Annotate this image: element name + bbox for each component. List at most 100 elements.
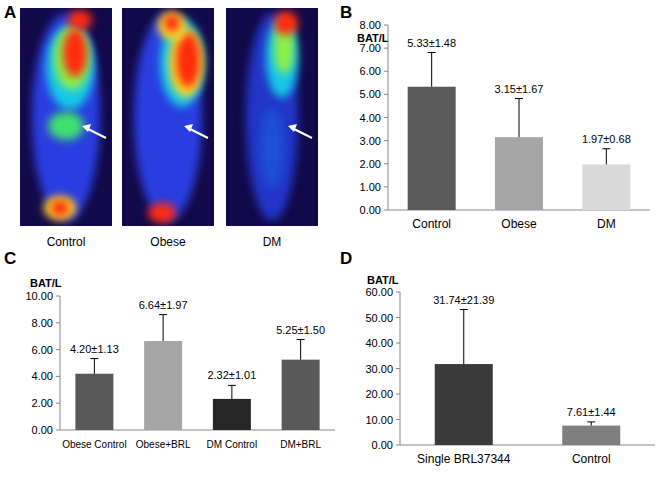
y-tick	[396, 317, 400, 318]
error-bar	[297, 340, 305, 360]
panel-label: B	[340, 3, 352, 22]
category-label: Obese Control	[62, 439, 126, 450]
bar	[495, 137, 543, 210]
y-tick	[384, 25, 388, 26]
uptake-blob	[32, 13, 100, 221]
category-label: Control	[572, 452, 611, 466]
y-tick-label: 8.00	[32, 317, 53, 329]
y-tick	[384, 186, 388, 187]
y-axis	[60, 296, 61, 430]
data-label: 3.15±1.67	[495, 83, 544, 95]
arrow	[86, 128, 106, 138]
error-stem	[463, 310, 464, 365]
y-tick	[384, 210, 388, 211]
bar	[435, 364, 493, 445]
uptake-blob	[63, 29, 87, 77]
y-tick	[384, 48, 388, 49]
category-label: DM+BRL	[280, 439, 321, 450]
y-tick	[384, 140, 388, 141]
y-tick	[384, 94, 388, 95]
error-bar	[460, 310, 468, 365]
y-tick	[56, 403, 60, 404]
uptake-blob	[44, 196, 76, 220]
bar	[582, 164, 630, 210]
y-tick	[384, 71, 388, 72]
y-tick	[396, 445, 400, 446]
y-axis-label: BAT/L	[30, 277, 62, 289]
bar	[144, 341, 182, 430]
uptake-blob	[48, 112, 84, 140]
image-background	[20, 8, 112, 226]
y-axis-label: BAT/L	[367, 274, 399, 286]
y-tick-label: 20.00	[365, 388, 393, 400]
error-cap	[460, 309, 468, 310]
y-tick-label: 30.00	[365, 363, 393, 375]
category-label: Control	[412, 217, 451, 231]
y-tick-label: 0.00	[372, 439, 393, 451]
y-tick-label: 6.00	[32, 344, 53, 356]
y-tick-label: 0.00	[32, 424, 53, 436]
image-content	[226, 8, 318, 226]
error-bar	[90, 359, 98, 374]
error-bar	[602, 149, 610, 165]
arrow-head	[288, 124, 297, 132]
uptake-blob	[46, 26, 94, 110]
y-tick-label: 4.00	[360, 112, 381, 124]
error-bar	[228, 385, 236, 399]
image-content	[122, 8, 214, 226]
data-label: 5.25±1.50	[276, 324, 325, 336]
data-label: 6.64±1.97	[139, 299, 188, 311]
uptake-blob	[260, 108, 284, 188]
image-caption: Control	[47, 235, 86, 249]
y-tick-label: 2.00	[32, 397, 53, 409]
marks	[408, 53, 631, 210]
pet-image	[20, 8, 112, 226]
y-tick-label: 3.00	[360, 135, 381, 147]
y-tick	[56, 349, 60, 350]
error-stem	[300, 340, 301, 360]
error-stem	[606, 149, 607, 165]
error-stem	[163, 315, 164, 341]
panel-label: A	[4, 3, 16, 22]
image-content	[20, 8, 112, 226]
category-label: Obese	[501, 217, 537, 231]
bar-chart: CBAT/L0.002.004.006.008.0010.004.20±1.13…	[4, 249, 335, 450]
figure: A Control Obese DM B BAT/L 0.00 1.00 2.00 3.00 4.0…	[0, 0, 668, 481]
error-cap	[90, 358, 98, 359]
y-tick	[396, 343, 400, 344]
error-cap	[297, 339, 305, 340]
arrow	[188, 128, 208, 138]
data-label: 2.32±1.01	[207, 369, 256, 381]
bar	[562, 426, 620, 445]
uptake-blob	[246, 13, 298, 221]
y-tick	[384, 117, 388, 118]
y-tick	[396, 394, 400, 395]
arrow-head	[184, 124, 193, 132]
uptake-blob	[176, 32, 200, 88]
y-tick-label: 1.00	[360, 181, 381, 193]
data-label: 5.33±1.48	[407, 37, 456, 49]
error-stem	[591, 422, 592, 426]
error-bar	[515, 99, 523, 138]
uptake-blob	[274, 11, 298, 35]
uptake-blob	[51, 200, 69, 216]
bar-chart: DBAT/L0.0010.0020.0030.0040.0050.0060.00…	[340, 249, 655, 466]
image-background	[122, 8, 214, 226]
uptake-blob	[158, 12, 186, 40]
y-tick-label: 7.00	[360, 42, 381, 54]
uptake-blob	[164, 14, 180, 32]
category-label: Obese+BRL	[136, 439, 191, 450]
bar-chart: BBAT/L0.001.002.003.004.005.006.007.008.…	[340, 3, 650, 231]
pet-image	[122, 8, 214, 226]
error-cap	[515, 98, 523, 99]
y-tick-label: 4.00	[32, 370, 53, 382]
image-caption: DM	[263, 235, 282, 249]
y-tick	[396, 368, 400, 369]
uptake-blob	[148, 203, 176, 223]
data-label: 4.20±1.13	[70, 343, 119, 355]
y-tick-label: 6.00	[360, 65, 381, 77]
error-cap	[428, 52, 436, 53]
data-label: 7.61±1.44	[567, 406, 616, 418]
error-bar	[159, 315, 167, 341]
uptake-blob	[68, 10, 92, 30]
